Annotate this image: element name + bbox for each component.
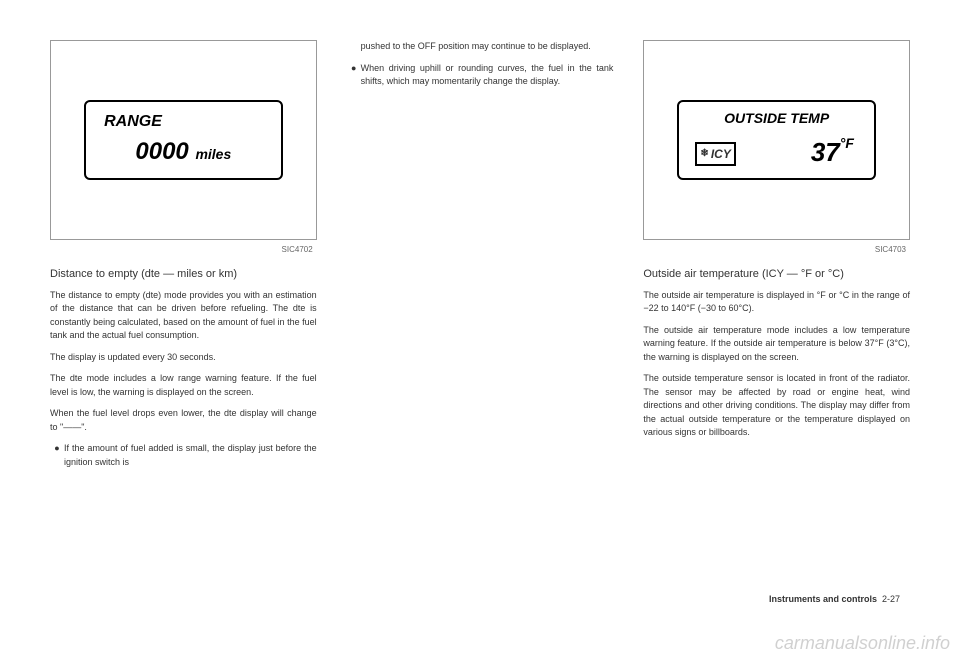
col2-bullet-1-text: When driving uphill or rounding curves, …	[361, 62, 614, 89]
range-number: 0000	[135, 138, 188, 165]
dte-para-4: When the fuel level drops even lower, th…	[50, 407, 317, 434]
figure-code-2: SIC4703	[643, 244, 910, 256]
temp-label: OUTSIDE TEMP	[724, 108, 829, 129]
footer-section: Instruments and controls	[769, 594, 877, 604]
column-right: OUTSIDE TEMP ❄ICY 37°F SIC4703 Outside a…	[643, 40, 910, 580]
range-unit: miles	[195, 146, 231, 162]
column-left: RANGE 0000 miles SIC4702 Distance to emp…	[50, 40, 317, 580]
temp-display-inner: OUTSIDE TEMP ❄ICY 37°F	[677, 100, 876, 179]
bullet-dot: ●	[50, 442, 64, 469]
dte-para-3: The dte mode includes a low range warnin…	[50, 372, 317, 399]
temp-number: 37	[811, 137, 840, 167]
dte-bullet-1-text: If the amount of fuel added is small, th…	[64, 442, 317, 469]
column-middle: pushed to the OFF position may continue …	[347, 40, 614, 580]
temp-para-1: The outside air temperature is displayed…	[643, 289, 910, 316]
dte-bullet-1: ● If the amount of fuel added is small, …	[50, 442, 317, 469]
temp-unit: °F	[840, 135, 854, 151]
watermark: carmanualsonline.info	[775, 633, 950, 654]
col2-para-1: pushed to the OFF position may continue …	[347, 40, 614, 54]
range-value: 0000 miles	[135, 134, 231, 170]
figure-code-1: SIC4702	[50, 244, 317, 256]
dte-para-2: The display is updated every 30 seconds.	[50, 351, 317, 365]
dte-heading: Distance to empty (dte — miles or km)	[50, 266, 317, 283]
temp-value: 37°F	[811, 133, 854, 172]
page-footer: Instruments and controls 2-27	[769, 594, 900, 604]
temp-para-2: The outside air temperature mode include…	[643, 324, 910, 365]
bullet-dot: ●	[347, 62, 361, 89]
range-display-figure: RANGE 0000 miles	[50, 40, 317, 240]
range-display-inner: RANGE 0000 miles	[84, 100, 283, 179]
icy-indicator: ❄ICY	[695, 142, 735, 166]
temp-heading: Outside air temperature (ICY — °F or °C)	[643, 266, 910, 283]
temp-display-figure: OUTSIDE TEMP ❄ICY 37°F	[643, 40, 910, 240]
snowflake-icon: ❄	[700, 146, 708, 161]
col2-bullet-1: ● When driving uphill or rounding curves…	[347, 62, 614, 89]
range-label: RANGE	[104, 110, 162, 134]
footer-page: 2-27	[882, 594, 900, 604]
temp-para-3: The outside temperature sensor is locate…	[643, 372, 910, 440]
dte-para-1: The distance to empty (dte) mode provide…	[50, 289, 317, 343]
icy-text: ICY	[711, 145, 731, 163]
